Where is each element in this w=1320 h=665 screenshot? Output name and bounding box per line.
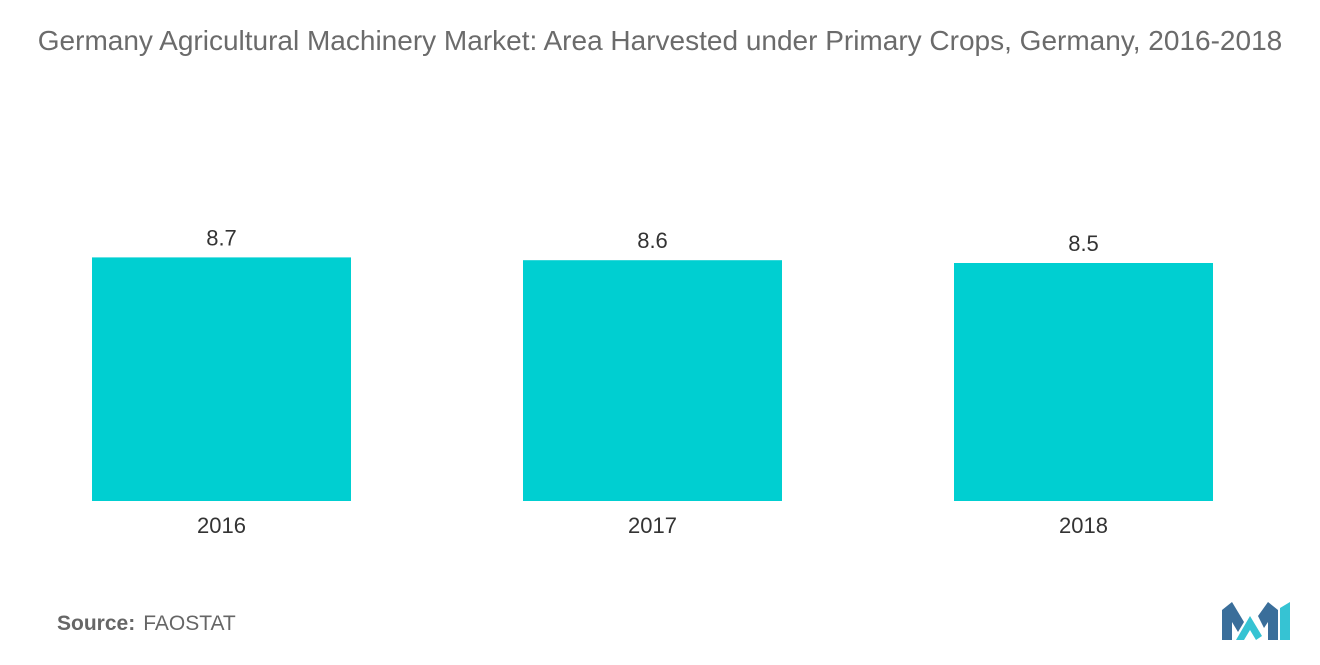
bars-group: 8.7 2016 8.6 2017 8.5 2018 — [92, 225, 1213, 538]
x-tick-label-2016: 2016 — [197, 513, 246, 538]
data-label-2016: 8.7 — [206, 225, 237, 250]
data-label-2017: 8.6 — [637, 228, 668, 253]
bar-2018 — [954, 263, 1213, 501]
source-value: FAOSTAT — [143, 612, 236, 635]
source-note: Source: FAOSTAT — [57, 612, 236, 636]
logo-shape-left — [1222, 602, 1244, 640]
x-tick-label-2018: 2018 — [1059, 513, 1108, 538]
x-tick-label-2017: 2017 — [628, 513, 677, 538]
data-label-2018: 8.5 — [1068, 231, 1099, 256]
logo-shape-middle — [1236, 616, 1262, 640]
logo-shape-right — [1258, 602, 1278, 640]
mordor-logo-icon — [1222, 602, 1290, 640]
bar-chart: 8.7 2016 8.6 2017 8.5 2018 — [92, 225, 1213, 538]
logo-shape-tail — [1280, 602, 1290, 640]
bar-2017 — [523, 260, 782, 501]
chart-title: Germany Agricultural Machinery Market: A… — [37, 25, 1283, 56]
bar-2016 — [92, 257, 351, 501]
source-label: Source: — [57, 612, 136, 635]
